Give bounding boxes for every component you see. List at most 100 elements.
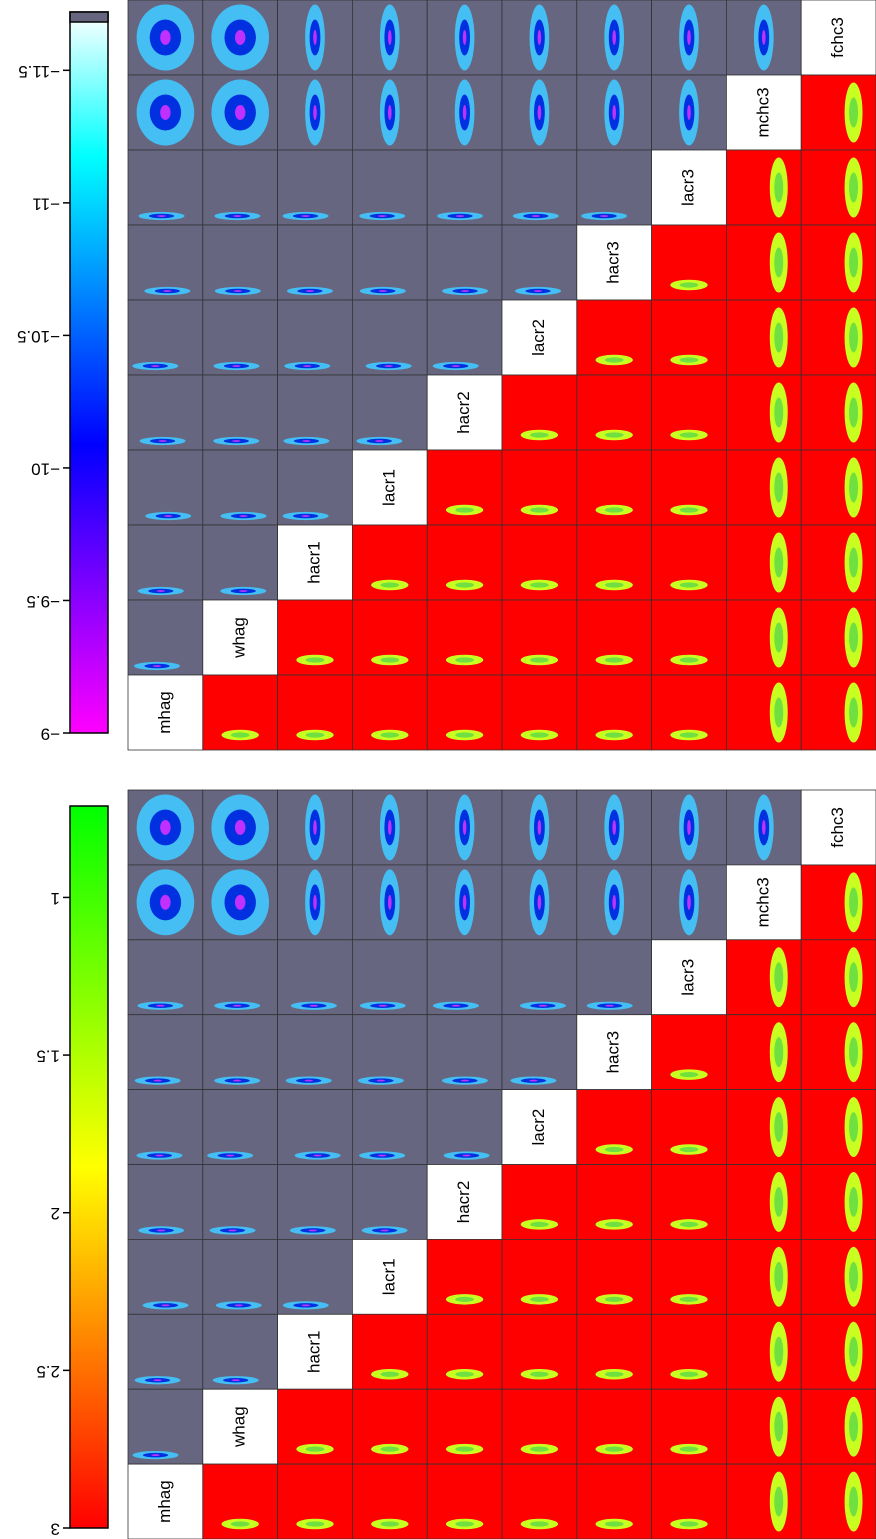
matrix-cell (277, 1313, 353, 1390)
matrix-cell (800, 1089, 876, 1165)
density-core (849, 1037, 859, 1068)
density-peak (378, 215, 387, 217)
density-peak (239, 515, 248, 517)
variable-label: hacr3 (604, 1031, 623, 1074)
matrix-cell (800, 1463, 876, 1539)
density-core (530, 1296, 549, 1302)
density-core (380, 657, 400, 663)
density-peak (612, 105, 616, 120)
density-core (849, 322, 859, 353)
density-core (849, 97, 859, 128)
density-peak (605, 1004, 614, 1007)
density-core (774, 397, 784, 428)
density-core (849, 887, 859, 918)
matrix-cell (726, 1014, 802, 1091)
density-peak (228, 1229, 237, 1232)
density-core (604, 507, 624, 513)
variable-label: hacr2 (454, 391, 473, 434)
density-core (604, 1221, 624, 1228)
density-core (774, 1486, 784, 1517)
matrix-cell (726, 149, 802, 226)
variable-label: mchc3 (753, 877, 772, 927)
variable-label: lacr1 (379, 1258, 398, 1295)
density-core (849, 962, 859, 993)
matrix-cell (800, 299, 876, 376)
density-core (530, 1446, 549, 1452)
matrix-cell (800, 1164, 876, 1240)
density-core (679, 657, 699, 663)
density-core (679, 1296, 699, 1302)
density-peak (232, 440, 241, 442)
density-core (455, 507, 474, 513)
density-peak (380, 1229, 389, 1232)
matrix-cell (202, 599, 279, 676)
density-core (530, 507, 549, 513)
density-core (530, 1371, 549, 1377)
density-core (849, 1112, 859, 1143)
matrix-cell (726, 599, 802, 676)
density-peak (531, 215, 540, 217)
matrix-cell (426, 374, 503, 451)
density-core (455, 582, 474, 588)
matrix-cell (800, 374, 876, 451)
matrix-cell (127, 1463, 204, 1539)
density-peak (462, 1154, 471, 1157)
density-core (774, 1411, 784, 1442)
density-peak (687, 105, 691, 120)
variable-label: lacr2 (529, 319, 548, 356)
density-peak (155, 1154, 164, 1157)
matrix-cell (800, 864, 876, 941)
matrix-cell (576, 1014, 652, 1091)
density-core (679, 732, 699, 738)
matrix-cell (726, 299, 802, 376)
matrix-cell (726, 224, 802, 301)
density-core (849, 1486, 859, 1517)
density-peak (157, 215, 166, 217)
density-peak (538, 1004, 548, 1007)
density-peak (163, 290, 172, 292)
colorbar-tick-label: −10 (31, 459, 60, 478)
density-core (530, 582, 549, 588)
matrix-cell (800, 224, 876, 301)
density-peak (687, 894, 691, 910)
matrix-cell (800, 1313, 876, 1390)
density-peak (301, 215, 310, 217)
density-core (849, 1261, 859, 1292)
matrix-cell (800, 674, 876, 751)
variable-label: mhag (155, 691, 174, 734)
matrix-cell (726, 1463, 802, 1539)
density-peak (158, 440, 167, 442)
density-peak (304, 1079, 313, 1082)
density-core (604, 1446, 624, 1452)
density-peak (303, 365, 312, 367)
matrix-cell (651, 939, 727, 1016)
density-peak (384, 365, 393, 367)
density-peak (231, 1379, 240, 1382)
density-core (455, 1521, 474, 1527)
density-peak (234, 1304, 243, 1307)
density-peak (313, 1154, 322, 1157)
density-core (604, 1296, 624, 1302)
variable-label: hacr2 (454, 1181, 473, 1224)
density-core (774, 697, 784, 728)
density-core (604, 1371, 624, 1377)
density-core (604, 432, 624, 438)
density-core (530, 657, 549, 663)
density-core (530, 1221, 549, 1228)
density-peak (762, 30, 766, 45)
density-peak (388, 819, 392, 835)
density-peak (301, 1304, 311, 1307)
variable-label: fchc3 (828, 807, 847, 848)
variable-label: fchc3 (828, 17, 847, 58)
density-core (679, 582, 699, 588)
matrix-cell (726, 939, 802, 1016)
density-core (679, 357, 699, 363)
density-peak (378, 1004, 387, 1007)
matrix-cell (800, 449, 876, 526)
density-peak (313, 894, 317, 910)
density-peak (599, 215, 609, 217)
density-peak (533, 290, 543, 292)
density-peak (232, 365, 241, 367)
density-core (380, 582, 400, 588)
